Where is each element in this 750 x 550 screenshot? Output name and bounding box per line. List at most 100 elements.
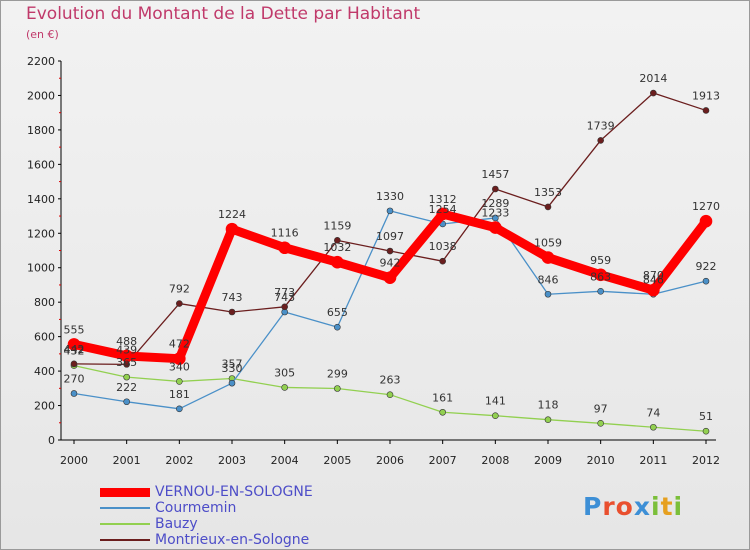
data-label: 1353: [534, 186, 562, 199]
data-point: [228, 379, 236, 387]
legend-item: Montrieux-en-Sologne: [100, 532, 400, 548]
data-label: 305: [274, 366, 295, 379]
y-tick-label: 1800: [27, 124, 55, 137]
data-label: 472: [169, 338, 190, 351]
data-label: 846: [538, 273, 559, 286]
data-label: 222: [116, 381, 137, 394]
logo-letter: P: [583, 492, 603, 521]
y-tick-label: 1600: [27, 158, 55, 171]
data-label: 792: [169, 283, 190, 296]
data-label: 655: [327, 306, 348, 319]
data-point: [544, 290, 552, 298]
data-label: 357: [222, 357, 243, 370]
data-label: 161: [432, 391, 453, 404]
legend-item: Courmemin: [100, 500, 400, 516]
data-label: 1312: [429, 193, 457, 206]
data-label: 1224: [218, 208, 246, 221]
data-point: [650, 89, 657, 97]
data-label: 340: [169, 360, 190, 373]
x-tick-label: 2001: [113, 454, 141, 467]
x-tick-label: 2007: [429, 454, 457, 467]
data-label: 1254: [429, 203, 457, 216]
data-point: [176, 378, 183, 385]
x-tick-label: 2006: [376, 454, 404, 467]
data-label: 330: [222, 362, 243, 375]
x-tick-label: 2002: [165, 454, 193, 467]
data-label: 299: [327, 367, 348, 380]
data-point: [123, 373, 130, 381]
y-tick-label: 1200: [27, 227, 55, 240]
data-point: [647, 283, 660, 297]
data-label: 1233: [481, 207, 509, 220]
data-point: [386, 207, 394, 215]
data-label: 1913: [692, 89, 720, 102]
data-point: [702, 427, 710, 435]
data-point: [597, 137, 604, 144]
data-label: 1159: [323, 219, 351, 232]
legend-swatch: [100, 487, 150, 497]
data-point: [173, 352, 186, 365]
data-point: [702, 107, 710, 114]
data-point: [120, 349, 133, 363]
y-tick-label: 2200: [27, 55, 55, 68]
data-point: [334, 323, 341, 331]
data-label: 2014: [639, 72, 667, 85]
data-label: 773: [274, 286, 295, 299]
data-label: 922: [696, 260, 717, 273]
x-tick-label: 2010: [587, 454, 615, 467]
legend-swatch: [100, 507, 150, 509]
y-tick-label: 600: [34, 331, 55, 344]
data-label: 743: [222, 291, 243, 304]
data-label: 118: [538, 399, 559, 412]
data-point: [70, 360, 78, 368]
data-label: 1289: [481, 197, 509, 210]
x-tick-label: 2011: [639, 454, 667, 467]
data-label: 1116: [271, 227, 299, 240]
data-label: 555: [64, 323, 85, 336]
data-point: [489, 221, 502, 234]
data-point: [594, 268, 607, 282]
y-tick-label: 800: [34, 296, 55, 309]
data-point: [386, 391, 394, 398]
x-tick-label: 2003: [218, 454, 246, 467]
data-label: 846: [643, 273, 664, 286]
data-label: 1270: [692, 200, 720, 213]
proxiti-logo: Proxiti: [583, 492, 683, 521]
data-point: [439, 408, 446, 416]
legend-swatch: [100, 539, 150, 541]
legend-label: VERNOU-EN-SOLOGNE: [155, 484, 313, 500]
data-point: [281, 303, 288, 311]
data-label: 181: [169, 388, 190, 401]
data-point: [123, 398, 130, 406]
x-tick-label: 2009: [534, 454, 562, 467]
data-point: [386, 247, 394, 255]
y-tick-label: 2000: [27, 89, 55, 102]
data-point: [334, 385, 341, 392]
data-point: [331, 255, 344, 269]
data-label: 1032: [323, 241, 351, 254]
logo-letter: o: [615, 492, 634, 521]
data-label: 870: [643, 269, 664, 282]
data-point: [281, 384, 288, 391]
data-label: 942: [380, 257, 401, 270]
data-point: [278, 241, 291, 255]
data-label: 270: [64, 372, 85, 385]
data-label: 863: [590, 270, 611, 283]
legend-item: Bauzy: [100, 516, 400, 532]
data-label: 365: [116, 356, 137, 369]
logo-letter: x: [633, 492, 651, 521]
data-point: [492, 185, 499, 193]
data-point: [176, 405, 183, 413]
x-tick-label: 2012: [692, 454, 720, 467]
data-point: [67, 338, 81, 351]
data-label: 1097: [376, 230, 404, 243]
data-label: 141: [485, 395, 506, 408]
data-label: 1059: [534, 237, 562, 250]
data-point: [699, 214, 713, 228]
data-label: 74: [646, 406, 660, 419]
legend-label: Bauzy: [155, 516, 198, 532]
logo-letter: r: [602, 492, 616, 521]
data-point: [439, 257, 446, 265]
legend-label: Montrieux-en-Sologne: [155, 532, 310, 548]
